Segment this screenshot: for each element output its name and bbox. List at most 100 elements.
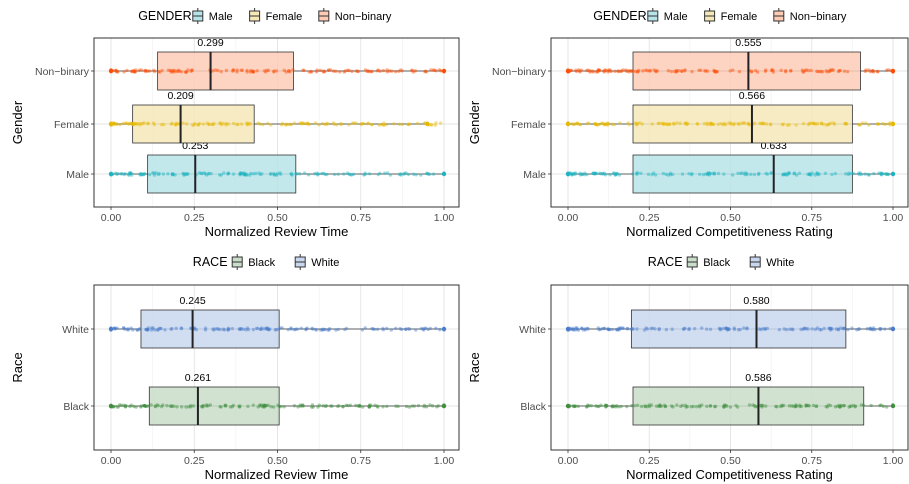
data-point: [397, 122, 402, 127]
data-point: [692, 326, 697, 331]
data-point: [828, 328, 833, 332]
data-point: [593, 122, 597, 126]
data-point: [635, 123, 639, 127]
data-point: [743, 172, 747, 177]
data-point: [307, 122, 311, 127]
data-point: [694, 404, 699, 409]
data-point: [365, 69, 369, 74]
data-point: [631, 172, 635, 176]
median-label: 0.566: [739, 90, 765, 102]
data-point: [729, 121, 733, 125]
data-point: [251, 70, 256, 74]
data-point: [575, 326, 579, 330]
data-point: [230, 405, 234, 409]
data-point: [351, 121, 355, 125]
data-point: [697, 68, 701, 73]
data-point: [175, 69, 180, 74]
data-point: [378, 69, 382, 73]
data-point: [804, 327, 809, 331]
y-tick-label: Non−binary: [492, 66, 547, 78]
data-point: [675, 121, 679, 125]
data-point: [576, 328, 581, 332]
data-point: [321, 403, 325, 408]
data-point: [651, 326, 655, 330]
data-point: [326, 328, 330, 332]
data-point: [636, 69, 640, 74]
data-point: [116, 172, 120, 176]
data-point: [152, 173, 157, 177]
data-point: [671, 405, 675, 409]
data-point: [172, 70, 176, 74]
data-point: [366, 69, 370, 73]
data-point: [580, 172, 584, 177]
data-point: [247, 121, 251, 126]
data-point: [700, 403, 704, 407]
plot-border: [93, 37, 460, 208]
x-tick-label: 0.50: [267, 212, 288, 224]
data-point: [424, 326, 428, 330]
data-point: [328, 68, 333, 72]
data-point: [170, 173, 175, 177]
legend: GENDER Male Female Non−binary: [138, 8, 392, 24]
data-point: [667, 122, 671, 126]
data-point: [841, 403, 846, 408]
data-point: [156, 328, 160, 332]
x-tick-label: 0.00: [101, 212, 122, 224]
data-points: [108, 121, 443, 127]
data-point: [426, 172, 431, 176]
data-point: [346, 403, 350, 408]
data-point: [239, 122, 244, 126]
data-point: [222, 171, 226, 175]
data-point: [254, 326, 259, 331]
data-point: [212, 121, 216, 126]
y-axis: Black White Race: [10, 324, 94, 413]
data-point: [211, 327, 215, 331]
data-point: [722, 405, 726, 409]
data-point: [718, 327, 723, 331]
data-point: [410, 404, 415, 408]
data-point: [251, 327, 256, 332]
data-point: [410, 68, 414, 73]
data-point: [565, 68, 571, 74]
data-point: [633, 403, 637, 408]
data-point: [299, 121, 304, 125]
data-point: [633, 69, 638, 74]
data-point: [179, 326, 184, 331]
data-point: [126, 326, 130, 331]
data-point: [121, 326, 126, 330]
data-point: [830, 68, 835, 72]
data-point: [131, 122, 135, 126]
data-point: [122, 70, 126, 74]
data-point: [683, 121, 687, 126]
data-point: [780, 404, 784, 408]
data-point: [804, 404, 808, 408]
legend-label: Male: [209, 11, 233, 23]
data-point: [799, 327, 803, 332]
data-point: [134, 68, 138, 72]
data-point: [763, 69, 768, 73]
data-point: [134, 122, 139, 126]
data-point: [191, 404, 196, 408]
data-point: [311, 405, 315, 409]
data-point: [784, 327, 789, 332]
data-point: [361, 121, 366, 126]
data-point: [428, 403, 432, 407]
data-point: [726, 327, 730, 331]
data-point: [722, 405, 726, 409]
data-point: [181, 171, 185, 176]
median-label: 0.555: [735, 37, 761, 49]
data-point: [245, 122, 250, 126]
data-point: [789, 69, 793, 73]
data-point: [298, 404, 303, 408]
data-point: [277, 404, 281, 408]
data-point: [830, 172, 834, 177]
data-point: [837, 405, 842, 409]
legend-label: Female: [266, 11, 303, 23]
data-point: [146, 121, 150, 125]
data-point: [305, 122, 309, 126]
data-point: [800, 68, 805, 72]
data-point: [849, 171, 854, 176]
data-point: [778, 404, 783, 409]
data-point: [725, 328, 729, 332]
data-point: [811, 121, 816, 126]
